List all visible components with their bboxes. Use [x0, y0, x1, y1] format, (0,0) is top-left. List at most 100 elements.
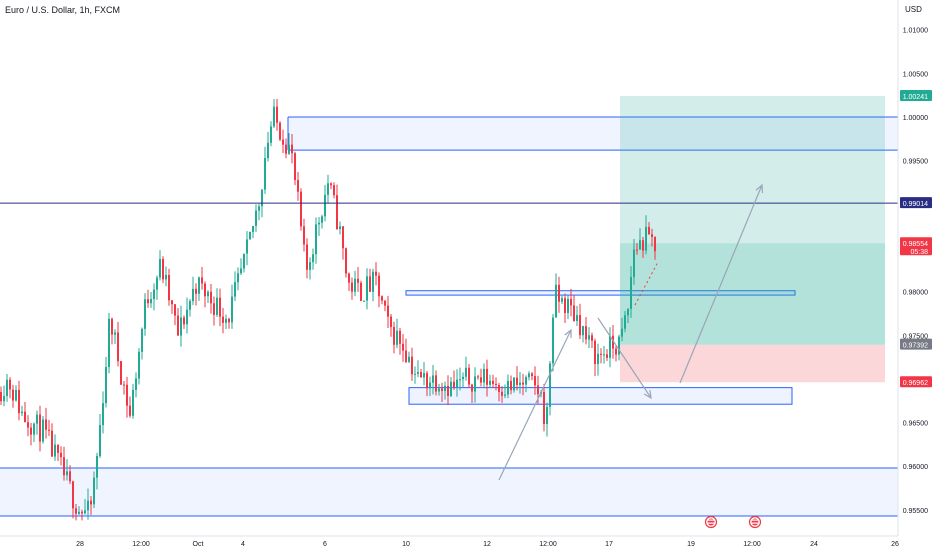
time-tick-label: 10: [402, 541, 410, 548]
candle: [234, 271, 236, 302]
time-tick-label: 24: [810, 541, 818, 548]
candle-body: [372, 271, 374, 292]
price-tick-label: 0.95500: [903, 508, 928, 515]
candle-body: [93, 477, 95, 505]
candle-body: [606, 354, 608, 358]
candle: [600, 348, 602, 364]
candle-body: [213, 303, 215, 315]
candle: [498, 382, 500, 402]
candle: [504, 384, 506, 399]
candle: [567, 294, 569, 320]
candle: [150, 292, 152, 308]
candle-body: [357, 278, 359, 283]
candle-body: [87, 500, 89, 511]
dotted-projection: [634, 261, 659, 306]
candle-body: [471, 384, 473, 392]
flag-stripe: [751, 519, 759, 521]
candle-body: [6, 379, 8, 397]
candle: [213, 296, 215, 326]
candle-body: [600, 353, 602, 355]
candle: [465, 356, 467, 381]
candle-body: [618, 336, 620, 355]
candle: [135, 372, 137, 398]
candle-body: [66, 471, 68, 476]
candle-body: [168, 274, 170, 301]
candle: [192, 276, 194, 305]
candle-body: [258, 206, 260, 211]
candle: [51, 423, 53, 457]
candle-body: [543, 391, 545, 425]
candle: [15, 385, 17, 402]
candle: [645, 215, 647, 255]
candle-body: [396, 330, 398, 345]
arrow-shaft: [597, 317, 652, 399]
candle: [486, 359, 488, 397]
candle: [186, 297, 188, 334]
candle-body: [111, 318, 113, 335]
candle: [177, 308, 179, 336]
candle: [294, 151, 296, 186]
candle-body: [453, 381, 455, 388]
candle-body: [39, 414, 41, 442]
candle-body: [195, 288, 197, 294]
candle: [432, 364, 434, 395]
position-profit-zone: [620, 243, 885, 345]
candle: [396, 318, 398, 349]
candle: [219, 288, 221, 327]
candle-body: [18, 389, 20, 414]
candle: [606, 349, 608, 361]
candle-body: [150, 299, 152, 304]
candle: [144, 293, 146, 336]
overlay-layer: [0, 183, 898, 481]
candle-body: [324, 194, 326, 217]
candle: [303, 218, 305, 252]
candle: [90, 496, 92, 515]
candle-body: [207, 291, 209, 297]
candle-body: [360, 282, 362, 301]
candle: [636, 242, 638, 255]
candle: [339, 221, 341, 235]
candle: [153, 283, 155, 311]
candle-body: [204, 283, 206, 297]
badge-countdown: 05:38: [910, 249, 928, 256]
candle-body: [198, 277, 200, 294]
candle-body: [153, 289, 155, 300]
price-tick-label: 0.97500: [903, 333, 928, 340]
candle: [501, 386, 503, 403]
candle: [48, 419, 50, 437]
time-tick-label: 12: [483, 541, 491, 548]
candle-body: [642, 240, 644, 251]
candle-body: [21, 411, 23, 414]
candle: [522, 373, 524, 396]
candle: [0, 386, 2, 405]
candle: [255, 204, 257, 232]
badge-bg: [900, 237, 932, 256]
candle-body: [654, 237, 656, 252]
candle-body: [132, 389, 134, 416]
candle: [480, 368, 482, 387]
candle-body: [282, 139, 284, 145]
time-tick-label: Oct: [193, 541, 204, 548]
candle: [651, 228, 653, 247]
position-stop-zone: [620, 344, 885, 383]
candle-body: [597, 353, 599, 365]
candle: [270, 121, 272, 147]
candle-body: [336, 195, 338, 230]
candle-body: [516, 377, 518, 385]
candle-body: [186, 309, 188, 325]
us-flag-event-icon: [748, 515, 762, 529]
candle-body: [636, 249, 638, 251]
candle: [258, 203, 260, 221]
candle-body: [645, 226, 647, 251]
candle: [642, 237, 644, 258]
candle: [141, 327, 143, 360]
candle-body: [576, 315, 578, 321]
price-tick-label: 1.01000: [903, 28, 928, 35]
candle-body: [570, 298, 572, 306]
candle: [528, 371, 530, 381]
candle: [282, 129, 284, 154]
candle-body: [42, 419, 44, 442]
